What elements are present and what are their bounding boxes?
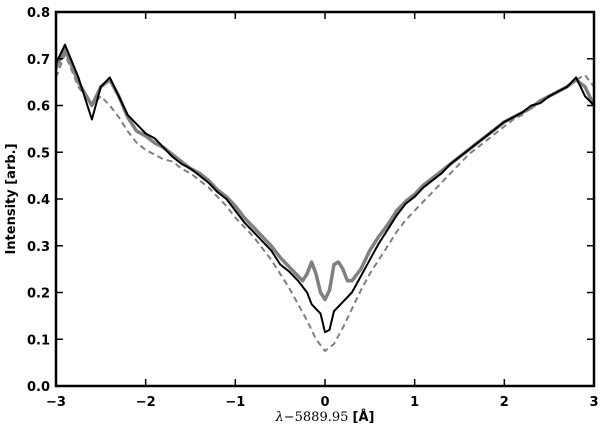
y-tick-label: 0.0	[27, 380, 50, 395]
y-tick-label: 0.2	[27, 287, 50, 302]
series-layer	[54, 43, 596, 352]
x-tick-label: 2	[500, 395, 509, 410]
x-tick-label: 1	[410, 395, 419, 410]
x-axis-label-symbol: λ	[275, 410, 284, 425]
x-tick-label: −3	[46, 395, 66, 410]
labels-layer: −3 −2 −1 0 1 2 3 0.0 0.1 0.2 0.3 0.4 0.5 0.6 0.7 0.8	[27, 6, 599, 410]
series-line-solid-black	[55, 43, 595, 334]
y-axis-label: Intensity [arb.]	[4, 143, 19, 254]
y-tick-label: 0.5	[27, 146, 50, 161]
y-tick-label: 0.6	[27, 100, 50, 115]
x-tick-label: 0	[320, 395, 329, 410]
x-axis-label-unit: [Å]	[353, 409, 375, 425]
x-tick-label: −1	[225, 395, 245, 410]
y-tick-label: 0.7	[27, 53, 50, 68]
y-tick-label: 0.1	[27, 333, 50, 348]
x-tick-label: −2	[136, 395, 156, 410]
x-tick-label: 3	[589, 395, 598, 410]
ticks-layer	[55, 11, 595, 387]
y-tick-label: 0.8	[27, 6, 50, 21]
x-axis-label: λ−5889.95 [Å]	[275, 409, 375, 425]
series-line-dashed-gray	[55, 53, 595, 352]
y-tick-label: 0.3	[27, 240, 50, 255]
series-line-thick-gray	[54, 47, 596, 302]
y-tick-label: 0.4	[27, 193, 50, 208]
x-axis-label-offset: −5889.95	[284, 410, 353, 425]
